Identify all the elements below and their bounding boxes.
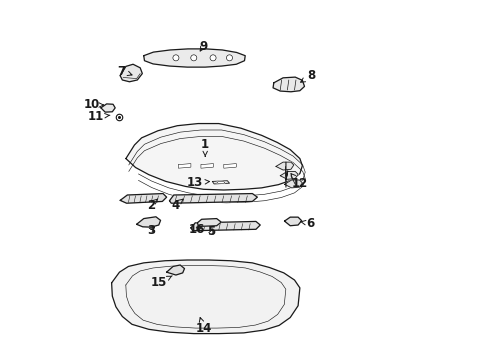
Polygon shape — [125, 123, 302, 190]
Circle shape — [210, 55, 216, 61]
Polygon shape — [280, 171, 298, 179]
Ellipse shape — [217, 181, 224, 184]
Polygon shape — [275, 162, 293, 170]
Polygon shape — [111, 260, 299, 334]
Text: 9: 9 — [199, 40, 207, 53]
Circle shape — [173, 55, 179, 61]
Polygon shape — [201, 163, 213, 168]
Polygon shape — [178, 163, 190, 168]
Polygon shape — [120, 64, 142, 82]
Polygon shape — [224, 163, 236, 168]
Polygon shape — [201, 163, 213, 168]
Polygon shape — [101, 104, 115, 112]
Text: 10: 10 — [83, 99, 103, 112]
Text: 7: 7 — [117, 64, 132, 77]
Text: 4: 4 — [171, 198, 183, 212]
Polygon shape — [136, 217, 160, 227]
Text: 5: 5 — [207, 225, 215, 238]
Text: 6: 6 — [300, 217, 314, 230]
Text: 11: 11 — [88, 110, 110, 123]
Text: 13: 13 — [187, 176, 209, 189]
Polygon shape — [284, 180, 302, 188]
Polygon shape — [166, 265, 184, 275]
Text: 14: 14 — [195, 318, 211, 335]
Text: 8: 8 — [300, 69, 315, 82]
Polygon shape — [125, 266, 285, 328]
Polygon shape — [169, 194, 257, 203]
Polygon shape — [284, 217, 301, 226]
Polygon shape — [120, 194, 166, 203]
Text: 15: 15 — [150, 276, 172, 289]
Text: 1: 1 — [201, 138, 209, 156]
Polygon shape — [143, 49, 244, 67]
Text: 16: 16 — [189, 223, 205, 236]
Polygon shape — [212, 181, 229, 184]
Polygon shape — [178, 163, 190, 168]
Polygon shape — [197, 219, 221, 226]
Text: 12: 12 — [290, 174, 307, 190]
Polygon shape — [190, 221, 260, 231]
Polygon shape — [224, 163, 236, 168]
Circle shape — [226, 55, 232, 61]
Text: 2: 2 — [146, 198, 158, 212]
Text: 3: 3 — [146, 224, 155, 237]
Circle shape — [190, 55, 196, 61]
Polygon shape — [272, 77, 304, 92]
